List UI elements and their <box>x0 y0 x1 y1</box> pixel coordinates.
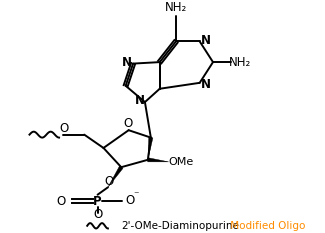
Text: N: N <box>201 78 211 90</box>
Text: P: P <box>93 195 102 208</box>
Text: NH₂: NH₂ <box>165 1 187 14</box>
Text: 2'-OMe-Diaminopurine: 2'-OMe-Diaminopurine <box>121 221 239 231</box>
Text: N: N <box>122 56 132 69</box>
Text: N: N <box>135 94 145 107</box>
Polygon shape <box>148 137 153 160</box>
Text: N: N <box>201 34 211 47</box>
Text: Modified Oligo: Modified Oligo <box>227 221 306 231</box>
Polygon shape <box>108 166 123 187</box>
Text: NH₂: NH₂ <box>228 56 251 69</box>
Text: O: O <box>57 195 66 208</box>
Text: O: O <box>124 117 133 130</box>
Text: OMe: OMe <box>168 157 194 167</box>
Text: O: O <box>104 175 113 188</box>
Text: O: O <box>93 208 102 221</box>
Polygon shape <box>148 158 169 162</box>
Text: O: O <box>59 122 68 135</box>
Text: O: O <box>125 194 134 207</box>
Text: ⁻: ⁻ <box>134 190 139 200</box>
